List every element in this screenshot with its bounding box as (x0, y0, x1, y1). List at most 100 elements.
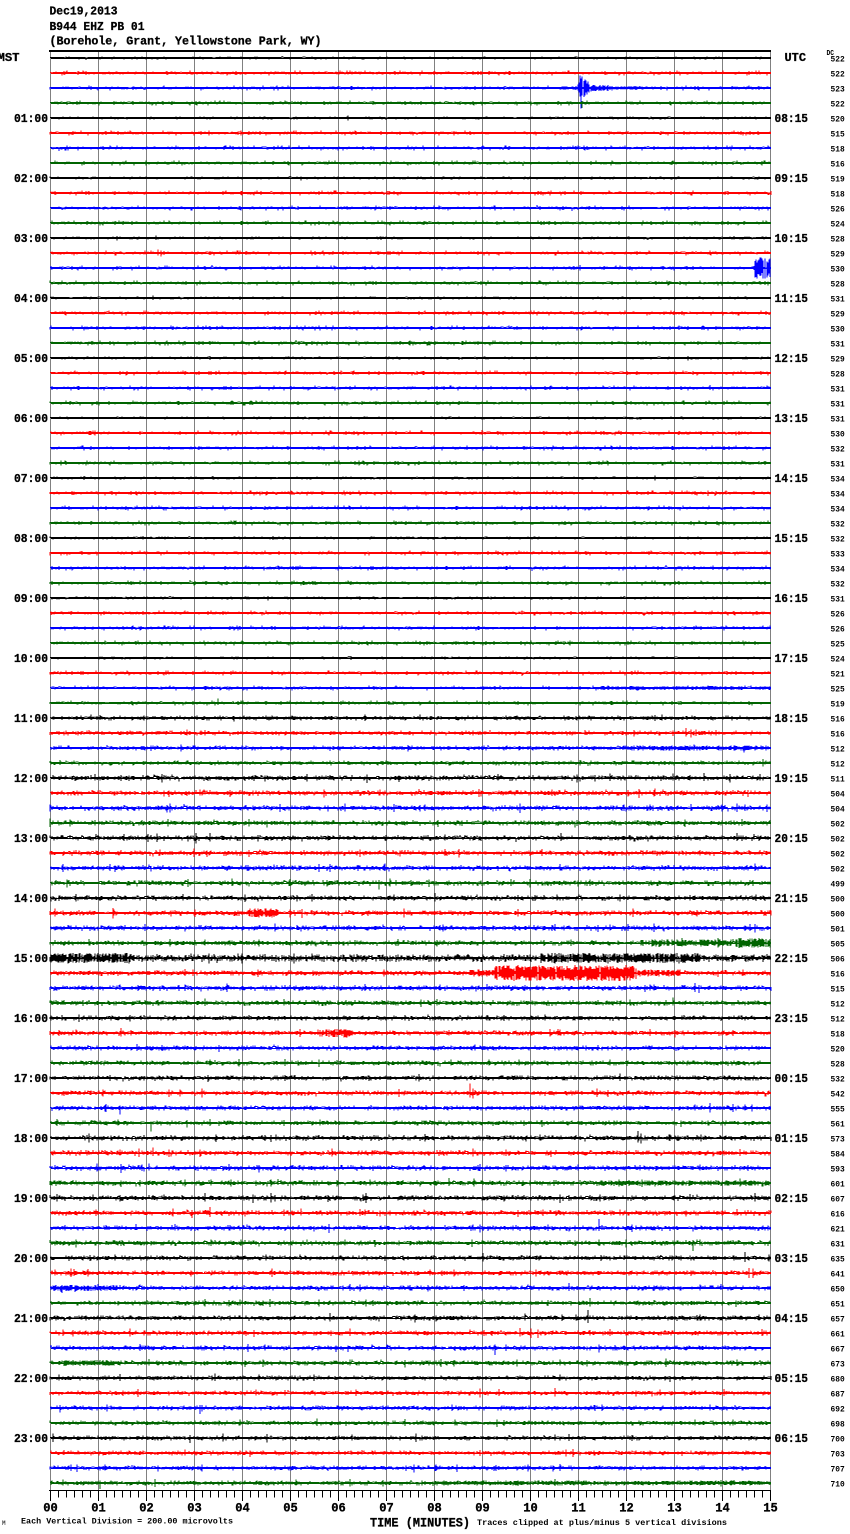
svg-text:11:00: 11:00 (14, 712, 48, 726)
svg-text:19:15: 19:15 (775, 772, 809, 786)
svg-text:516: 516 (831, 971, 845, 980)
svg-text:09: 09 (475, 1502, 490, 1516)
svg-text:B944 EHZ PB 01: B944 EHZ PB 01 (50, 20, 145, 34)
svg-text:529: 529 (831, 251, 845, 260)
svg-text:12: 12 (619, 1502, 634, 1516)
svg-text:01:15: 01:15 (775, 1132, 809, 1146)
svg-text:680: 680 (831, 1376, 845, 1385)
svg-text:526: 526 (831, 206, 845, 215)
svg-text:525: 525 (831, 686, 845, 695)
svg-text:522: 522 (831, 71, 845, 80)
svg-text:533: 533 (831, 551, 845, 560)
svg-text:530: 530 (831, 431, 845, 440)
svg-text:Each Vertical Division = 200.: Each Vertical Division = 200.00 microvol… (21, 1518, 233, 1527)
svg-text:08: 08 (427, 1502, 442, 1516)
svg-text:505: 505 (831, 941, 845, 950)
svg-text:519: 519 (831, 701, 845, 710)
svg-text:Traces clipped at plus/minus 5: Traces clipped at plus/minus 5 vertical … (477, 1519, 727, 1528)
svg-text:700: 700 (831, 1436, 845, 1445)
svg-text:20:15: 20:15 (775, 832, 809, 846)
svg-text:06:00: 06:00 (14, 412, 48, 426)
svg-text:M: M (2, 1520, 6, 1527)
svg-text:534: 534 (831, 566, 845, 575)
svg-text:531: 531 (831, 596, 845, 605)
svg-text:17:00: 17:00 (14, 1072, 48, 1086)
svg-text:512: 512 (831, 746, 845, 755)
svg-text:04:00: 04:00 (14, 292, 48, 306)
svg-text:528: 528 (831, 236, 845, 245)
svg-text:502: 502 (831, 821, 845, 830)
svg-text:561: 561 (831, 1121, 845, 1130)
svg-text:534: 534 (831, 491, 845, 500)
svg-text:528: 528 (831, 371, 845, 380)
svg-text:529: 529 (831, 356, 845, 365)
svg-text:500: 500 (831, 911, 845, 920)
svg-text:01: 01 (91, 1502, 106, 1516)
svg-text:00:15: 00:15 (775, 1072, 809, 1086)
svg-text:07:00: 07:00 (14, 472, 48, 486)
svg-text:512: 512 (831, 1001, 845, 1010)
svg-text:504: 504 (831, 791, 845, 800)
svg-text:501: 501 (831, 926, 845, 935)
svg-text:08:15: 08:15 (775, 112, 809, 126)
svg-text:22:15: 22:15 (775, 952, 809, 966)
svg-text:499: 499 (831, 881, 845, 890)
svg-text:601: 601 (831, 1181, 845, 1190)
svg-text:515: 515 (831, 131, 845, 140)
svg-text:16:15: 16:15 (775, 592, 809, 606)
svg-text:532: 532 (831, 521, 845, 530)
svg-text:515: 515 (831, 986, 845, 995)
svg-text:500: 500 (831, 896, 845, 905)
svg-text:09:15: 09:15 (775, 172, 809, 186)
svg-text:529: 529 (831, 311, 845, 320)
svg-text:14:15: 14:15 (775, 472, 809, 486)
svg-text:516: 516 (831, 731, 845, 740)
svg-text:641: 641 (831, 1271, 845, 1280)
svg-text:526: 526 (831, 611, 845, 620)
svg-text:06: 06 (331, 1502, 346, 1516)
svg-text:512: 512 (831, 761, 845, 770)
svg-text:673: 673 (831, 1361, 845, 1370)
svg-text:531: 531 (831, 296, 845, 305)
svg-text:520: 520 (831, 1046, 845, 1055)
svg-text:23:15: 23:15 (775, 1012, 809, 1026)
svg-text:526: 526 (831, 626, 845, 635)
svg-text:02: 02 (139, 1502, 154, 1516)
svg-text:19:00: 19:00 (14, 1192, 48, 1206)
svg-text:523: 523 (831, 86, 845, 95)
svg-text:525: 525 (831, 641, 845, 650)
svg-text:616: 616 (831, 1211, 845, 1220)
svg-text:635: 635 (831, 1256, 845, 1265)
svg-text:520: 520 (831, 116, 845, 125)
svg-text:519: 519 (831, 176, 845, 185)
svg-text:534: 534 (831, 506, 845, 515)
svg-text:22:00: 22:00 (14, 1372, 48, 1386)
svg-text:502: 502 (831, 851, 845, 860)
svg-text:21:15: 21:15 (775, 892, 809, 906)
svg-text:03: 03 (187, 1502, 202, 1516)
svg-text:01:00: 01:00 (14, 112, 48, 126)
svg-text:10:00: 10:00 (14, 652, 48, 666)
svg-text:14:00: 14:00 (14, 892, 48, 906)
svg-text:707: 707 (831, 1466, 845, 1475)
svg-text:703: 703 (831, 1451, 845, 1460)
svg-text:531: 531 (831, 416, 845, 425)
svg-text:667: 667 (831, 1346, 845, 1355)
svg-text:10:15: 10:15 (775, 232, 809, 246)
svg-text:531: 531 (831, 386, 845, 395)
svg-text:02:15: 02:15 (775, 1192, 809, 1206)
svg-text:511: 511 (831, 776, 845, 785)
svg-text:528: 528 (831, 281, 845, 290)
svg-text:(Borehole, Grant, Yellowstone: (Borehole, Grant, Yellowstone Park, WY) (50, 35, 322, 49)
svg-text:524: 524 (831, 221, 845, 230)
svg-text:528: 528 (831, 1061, 845, 1070)
svg-text:573: 573 (831, 1136, 845, 1145)
svg-text:05:00: 05:00 (14, 352, 48, 366)
svg-text:524: 524 (831, 656, 845, 665)
svg-text:DC: DC (827, 50, 835, 58)
svg-text:UTC: UTC (785, 51, 807, 65)
svg-text:06:15: 06:15 (775, 1432, 809, 1446)
svg-text:631: 631 (831, 1241, 845, 1250)
svg-text:18:15: 18:15 (775, 712, 809, 726)
svg-text:710: 710 (831, 1481, 845, 1490)
